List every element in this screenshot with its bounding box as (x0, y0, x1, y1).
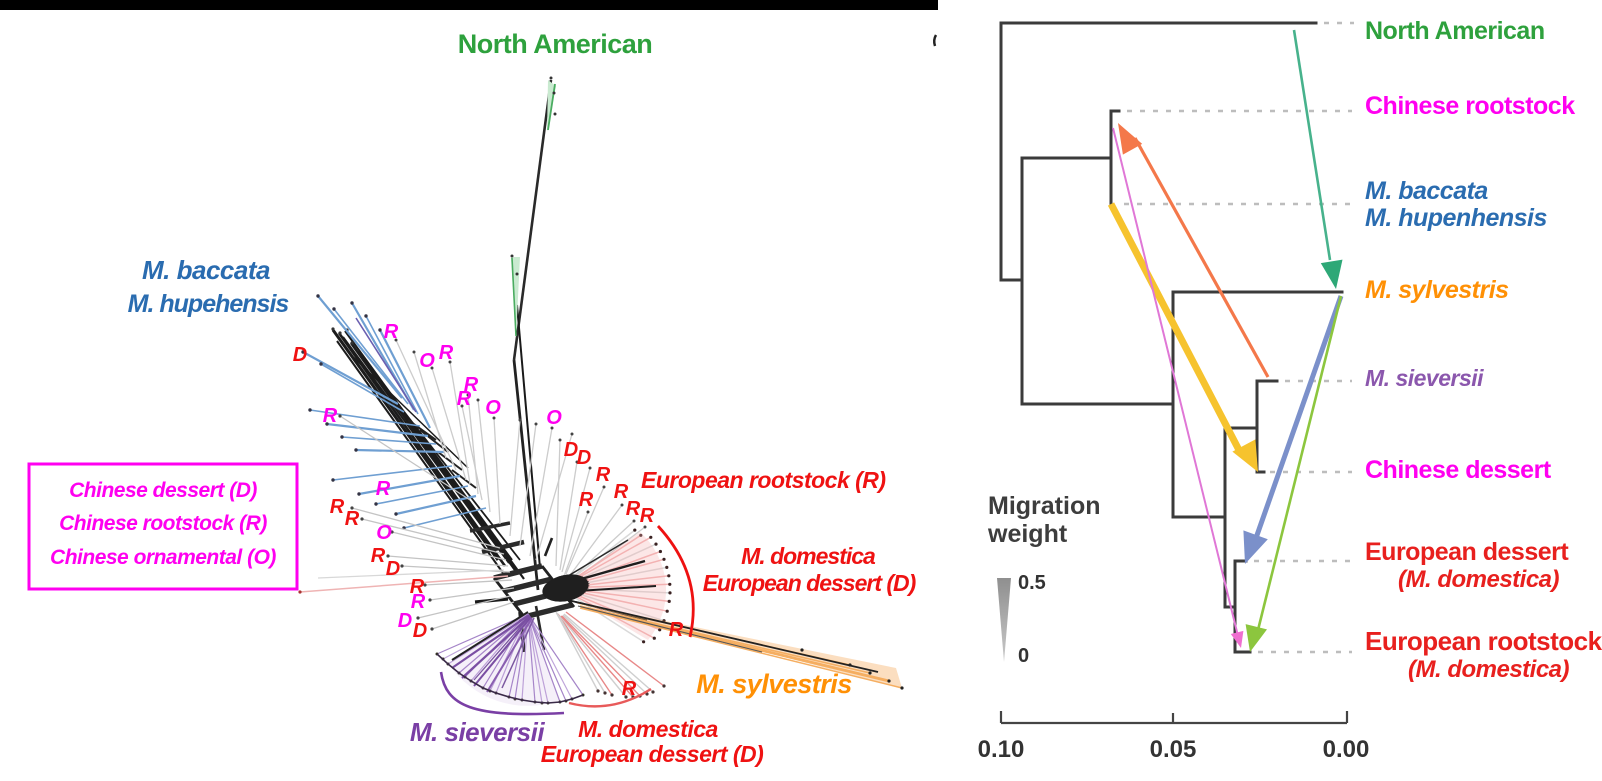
svg-text:M. baccata: M. baccata (1365, 177, 1488, 205)
svg-text:R: R (669, 619, 684, 641)
svg-text:R: R (410, 576, 425, 598)
svg-text:R: R (371, 545, 386, 567)
svg-text:R: R (457, 388, 472, 410)
svg-text:D: D (386, 558, 400, 580)
svg-text:Migration: Migration (988, 492, 1101, 520)
svg-text:M. hupehensis: M. hupehensis (128, 290, 290, 318)
svg-text:R: R (622, 678, 637, 700)
svg-text:weight: weight (987, 520, 1068, 548)
svg-text:D: D (413, 620, 427, 642)
svg-text:R: R (439, 342, 454, 364)
svg-text:European dessert (D): European dessert (D) (703, 570, 916, 596)
svg-text:O: O (546, 407, 562, 429)
svg-text:M. sylvestris: M. sylvestris (1365, 276, 1509, 304)
svg-text:D: D (564, 439, 578, 461)
svg-text:0.10: 0.10 (978, 736, 1025, 763)
svg-text:European dessert (D): European dessert (D) (541, 741, 764, 767)
svg-text:M. sylvestris: M. sylvestris (696, 669, 852, 699)
svg-text:R: R (330, 496, 345, 518)
svg-text:R: R (464, 374, 479, 396)
svg-text:M. hupenhensis: M. hupenhensis (1365, 204, 1548, 232)
svg-text:European rootstock (R): European rootstock (R) (641, 467, 886, 493)
svg-text:(M. domestica): (M. domestica) (1408, 656, 1570, 683)
svg-text:O: O (376, 522, 392, 544)
svg-text:R: R (376, 478, 391, 500)
svg-text:R: R (596, 464, 611, 486)
svg-text:M. domestica: M. domestica (578, 716, 718, 742)
svg-text:Chinese rootstock (R): Chinese rootstock (R) (59, 512, 267, 535)
svg-text:0.00: 0.00 (1323, 736, 1370, 763)
svg-text:D: D (293, 344, 307, 366)
svg-text:O: O (485, 397, 501, 419)
svg-text:R: R (614, 481, 629, 503)
svg-text:0.5: 0.5 (1018, 572, 1046, 594)
svg-text:North American: North American (458, 29, 653, 59)
svg-text:M. baccata: M. baccata (142, 255, 270, 285)
svg-text:R: R (640, 505, 655, 527)
svg-text:Chinese dessert: Chinese dessert (1365, 456, 1552, 484)
svg-text:European rootstock: European rootstock (1365, 626, 1602, 656)
svg-text:M. domestica: M. domestica (741, 543, 876, 569)
svg-text:R: R (411, 591, 426, 613)
svg-text:D: D (398, 610, 412, 632)
svg-text:M. sieversii: M. sieversii (1365, 365, 1484, 391)
svg-text:0.05: 0.05 (1150, 736, 1197, 763)
svg-text:M. sieversii: M. sieversii (410, 717, 545, 747)
svg-text:R: R (626, 498, 641, 520)
svg-text:R: R (384, 321, 399, 343)
svg-text:R: R (345, 508, 360, 530)
svg-text:Chinese dessert (D): Chinese dessert (D) (69, 479, 257, 502)
svg-text:Chinese ornamental (O): Chinese ornamental (O) (50, 546, 276, 569)
svg-text:R: R (579, 489, 594, 511)
svg-text:R: R (323, 405, 338, 427)
svg-text:O: O (419, 350, 435, 372)
svg-text:Chinese rootstock: Chinese rootstock (1365, 92, 1575, 120)
svg-text:D: D (577, 447, 591, 469)
svg-text:0: 0 (1018, 645, 1029, 667)
svg-text:North American: North American (1365, 17, 1545, 45)
svg-text:(M. domestica): (M. domestica) (1398, 566, 1560, 593)
svg-text:European dessert: European dessert (1365, 538, 1569, 566)
